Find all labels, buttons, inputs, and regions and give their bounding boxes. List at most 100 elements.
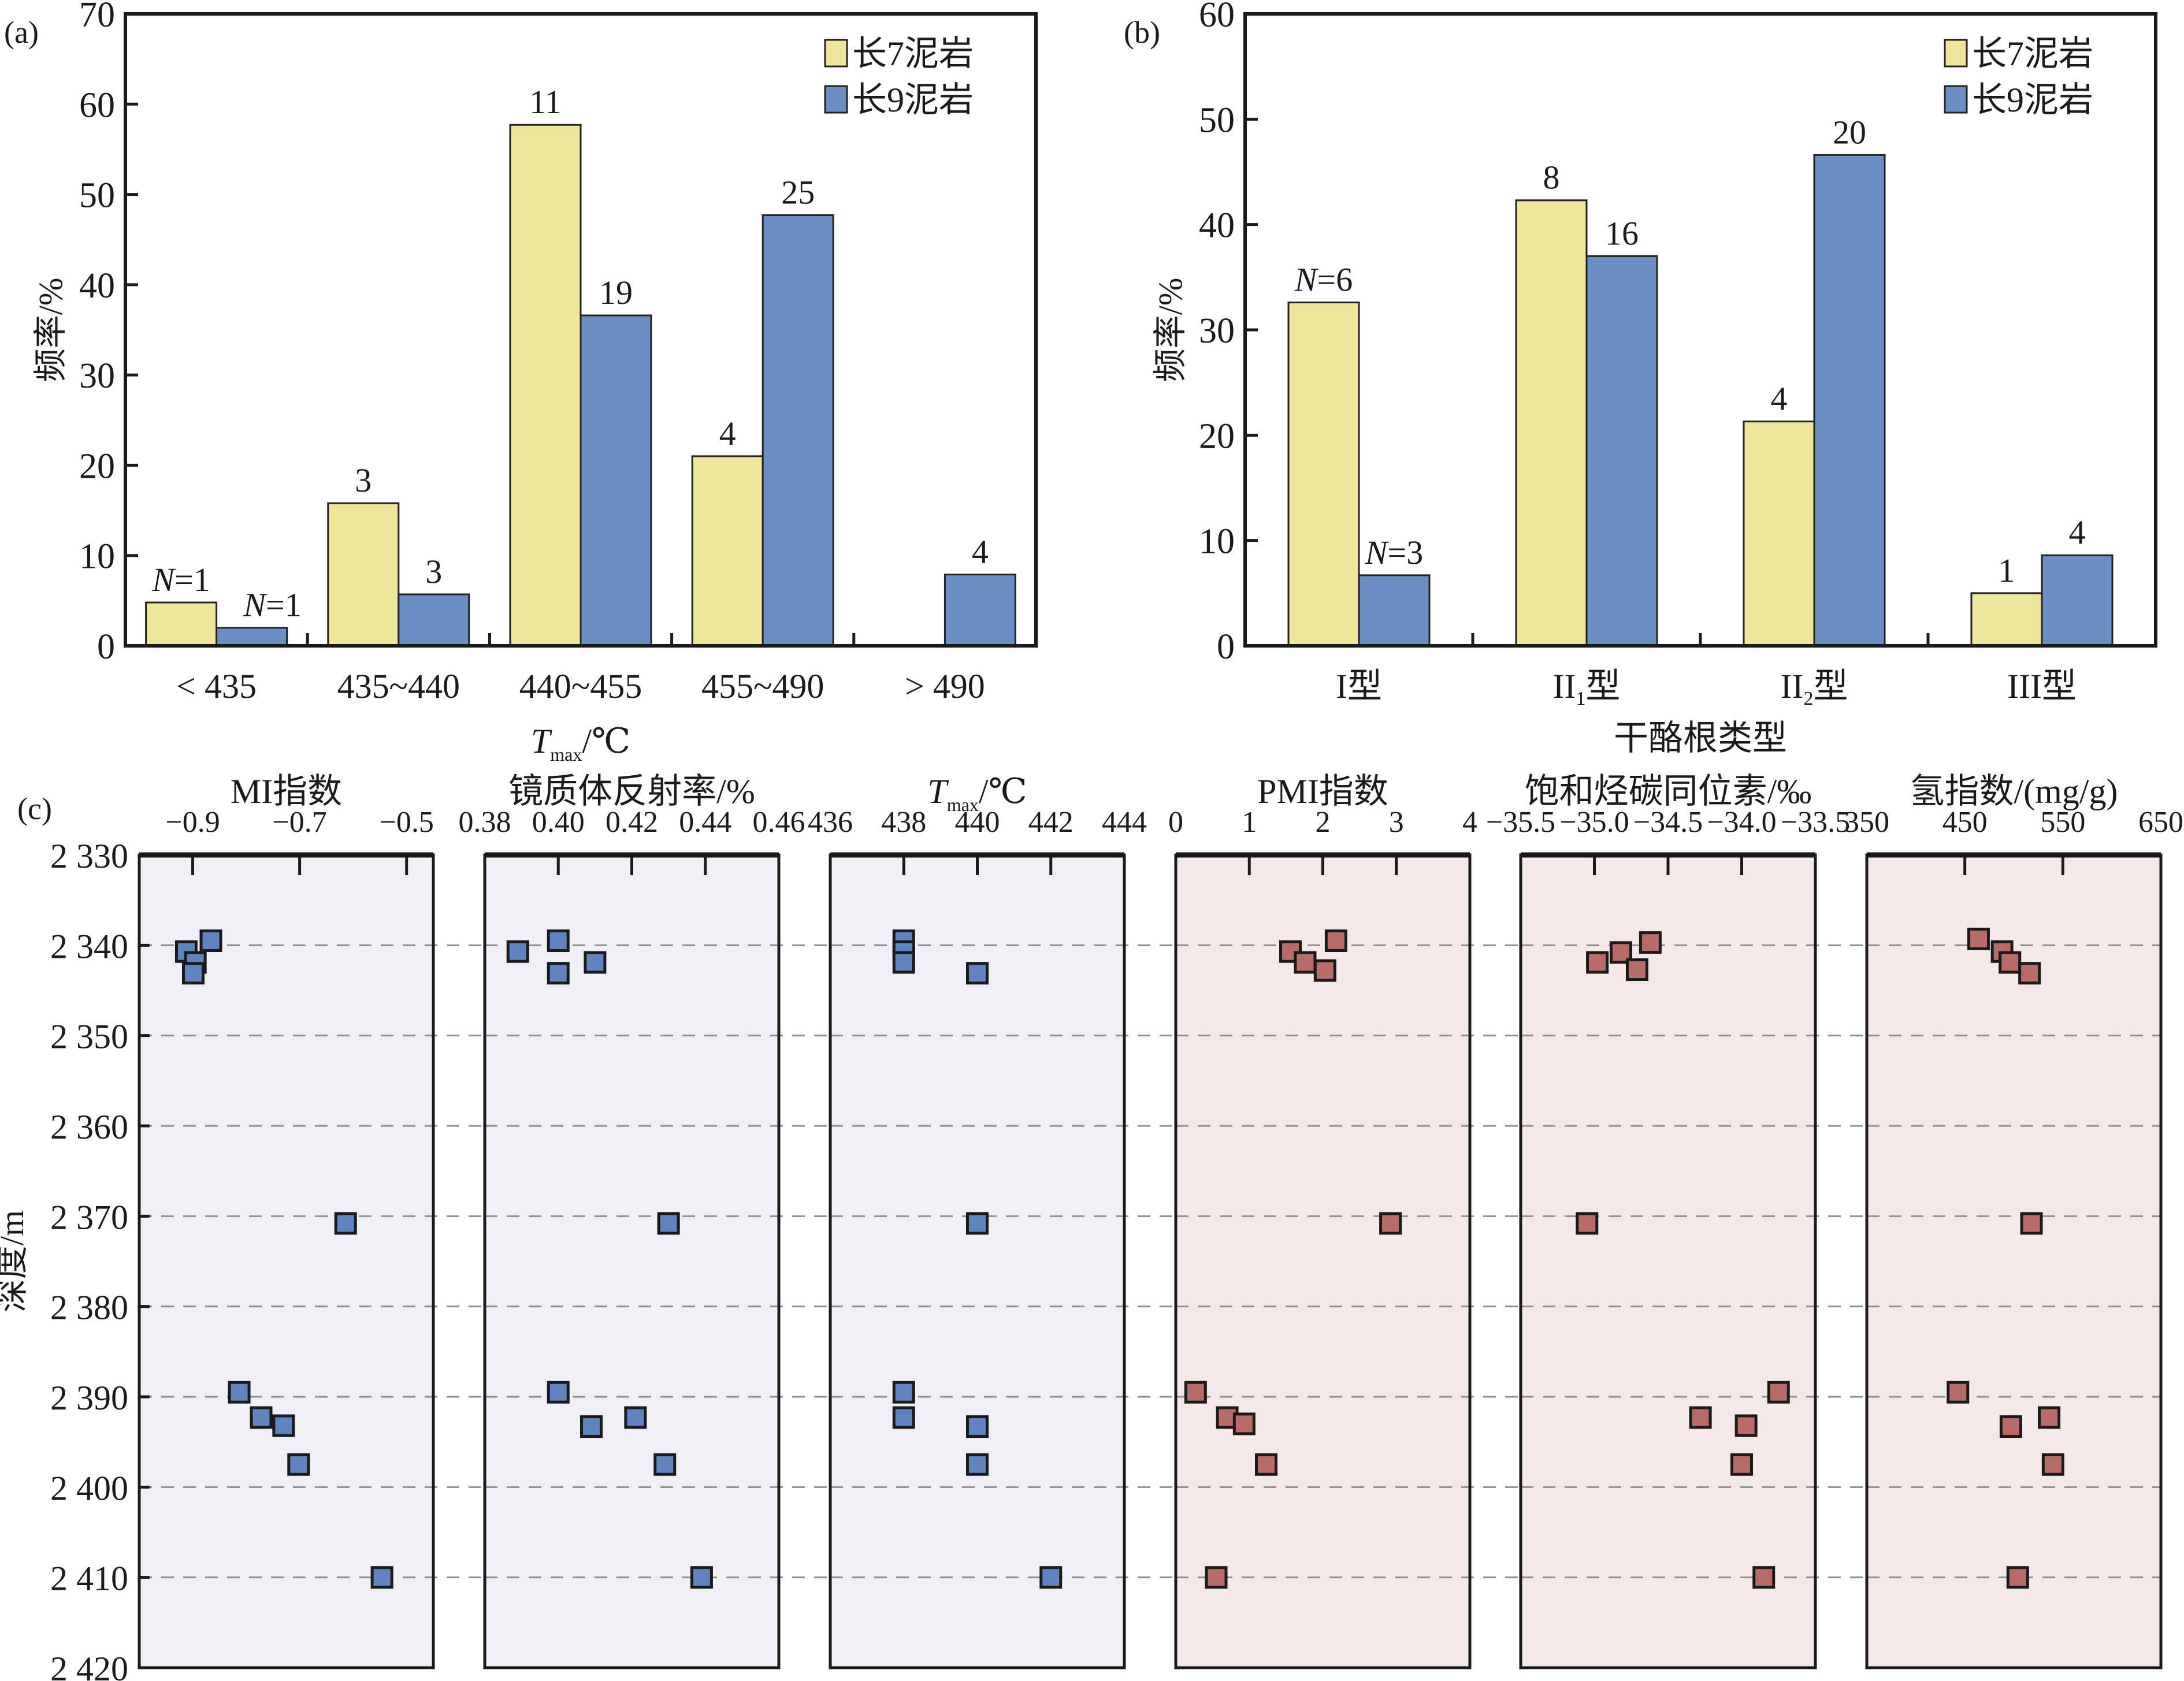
track-0: −0.9 −0.7 −0.5 MI指数 bbox=[138, 772, 485, 1669]
data-point bbox=[966, 1453, 989, 1476]
bar-data-label: 11 bbox=[529, 83, 562, 121]
data-point bbox=[547, 929, 570, 953]
data-point bbox=[1324, 929, 1347, 953]
bar-chang9 bbox=[1358, 574, 1431, 647]
x-tick-label: −0.7 bbox=[272, 806, 326, 839]
data-point bbox=[506, 940, 529, 963]
bar-data-label: N=3 bbox=[1365, 534, 1423, 571]
x-tick-label: 350 bbox=[1844, 806, 1889, 839]
track-background bbox=[485, 855, 779, 1668]
data-point bbox=[2020, 1212, 2043, 1235]
x-tick-label: −35.5 bbox=[1486, 806, 1555, 839]
bar-data-label: N=1 bbox=[243, 586, 301, 624]
data-point bbox=[2018, 962, 2041, 985]
data-point bbox=[892, 1381, 915, 1404]
data-point bbox=[1730, 1453, 1753, 1476]
bar-data-label: 4 bbox=[972, 533, 989, 571]
bar-chang7 bbox=[145, 601, 218, 647]
data-point bbox=[1039, 1566, 1063, 1589]
x-tick-label: 436 bbox=[808, 806, 853, 839]
x-tick-label: 440 bbox=[955, 806, 1000, 839]
bar-chang9 bbox=[1585, 255, 1658, 647]
y-tick-label: 30 bbox=[79, 356, 115, 396]
data-point bbox=[1767, 1381, 1790, 1404]
x-tick-label: 435~440 bbox=[337, 667, 460, 705]
data-point bbox=[2006, 1566, 2029, 1589]
y-tick-label: 40 bbox=[1199, 206, 1235, 246]
data-point bbox=[1586, 951, 1609, 974]
depth-tick-label: 2 340 bbox=[50, 927, 128, 965]
depth-tick-label: 2 390 bbox=[50, 1379, 128, 1417]
legend-label: 长9泥岩 bbox=[1972, 81, 2093, 119]
bar-data-label: 3 bbox=[425, 553, 442, 590]
data-point bbox=[653, 1453, 677, 1476]
y-tick-label: 20 bbox=[1199, 416, 1235, 456]
data-point bbox=[181, 962, 205, 985]
legend-label: 长7泥岩 bbox=[852, 35, 974, 73]
bar-data-label: N=6 bbox=[1294, 261, 1353, 299]
data-point bbox=[580, 1415, 603, 1438]
bar-chang9 bbox=[2041, 554, 2114, 647]
data-point bbox=[892, 1406, 915, 1429]
bar-chang7 bbox=[327, 502, 400, 647]
data-point bbox=[1379, 1212, 1402, 1235]
data-point bbox=[1313, 959, 1336, 982]
data-point bbox=[228, 1381, 251, 1404]
x-tick-label: −34.5 bbox=[1633, 806, 1703, 839]
data-point bbox=[1205, 1566, 1228, 1589]
plot-frame bbox=[1243, 12, 2157, 648]
bar-data-label: 4 bbox=[2069, 514, 2086, 551]
legend-label: 长9泥岩 bbox=[852, 81, 974, 119]
bar-chang9 bbox=[762, 214, 834, 647]
x-tick-label: II1型 bbox=[1553, 667, 1621, 709]
track-title: 镜质体反射率/% bbox=[508, 772, 755, 810]
bar-data-label: 4 bbox=[719, 415, 736, 452]
y-tick-label: 60 bbox=[1199, 0, 1235, 35]
y-tick-label: 30 bbox=[1199, 311, 1235, 351]
data-point bbox=[1232, 1412, 1256, 1435]
x-tick-label: 550 bbox=[2040, 806, 2085, 839]
data-point bbox=[966, 1212, 989, 1235]
bar-data-label: 4 bbox=[1771, 380, 1788, 418]
legend-swatch-chang7 bbox=[1944, 39, 1968, 68]
data-point bbox=[287, 1453, 310, 1476]
track-background bbox=[1521, 855, 1815, 1668]
track-3: 0 1 2 3 4 PMI指数 bbox=[1168, 772, 1521, 1669]
y-tick-label: 0 bbox=[1217, 627, 1235, 667]
x-tick-label: 455~490 bbox=[701, 667, 824, 705]
bar-chart-a: (a) 0 10 20 30 40 50 60 70 频率/% N=1 N=1 < 435 3 3 435~4… bbox=[4, 0, 1038, 765]
data-point bbox=[1999, 951, 2022, 974]
x-tick-label: 4 bbox=[1462, 806, 1477, 839]
y-tick-label: 60 bbox=[79, 85, 115, 125]
data-point bbox=[250, 1406, 273, 1429]
bar-chang9 bbox=[398, 593, 470, 647]
x-tick-label: 3 bbox=[1389, 806, 1404, 839]
panel-label: (b) bbox=[1124, 15, 1160, 50]
bar-data-label: N=1 bbox=[151, 561, 210, 598]
x-tick-label: 0 bbox=[1168, 806, 1183, 839]
bar-chang7 bbox=[1970, 592, 2043, 647]
data-point bbox=[1639, 931, 1662, 954]
data-point bbox=[2038, 1406, 2061, 1429]
bar-chang7 bbox=[691, 455, 764, 647]
x-tick-label: 444 bbox=[1102, 806, 1147, 839]
data-point bbox=[1184, 1381, 1207, 1404]
depth-tick-label: 2 350 bbox=[50, 1018, 128, 1056]
data-point bbox=[547, 1381, 570, 1404]
data-point bbox=[966, 1415, 989, 1438]
plot-frame bbox=[124, 12, 1038, 648]
data-point bbox=[272, 1414, 295, 1437]
x-tick-label: −35.0 bbox=[1559, 806, 1629, 839]
panel-label: (c) bbox=[17, 791, 52, 826]
depth-tick-label: 2 370 bbox=[50, 1198, 128, 1236]
bar-data-label: 19 bbox=[599, 274, 633, 311]
bar-chang9 bbox=[944, 574, 1016, 647]
legend-swatch-chang9 bbox=[824, 85, 848, 114]
data-point bbox=[584, 951, 607, 974]
data-point bbox=[1734, 1414, 1758, 1437]
data-point bbox=[1752, 1566, 1776, 1589]
x-tick-label: 1 bbox=[1242, 806, 1257, 839]
x-tick-label: 650 bbox=[2138, 806, 2183, 839]
